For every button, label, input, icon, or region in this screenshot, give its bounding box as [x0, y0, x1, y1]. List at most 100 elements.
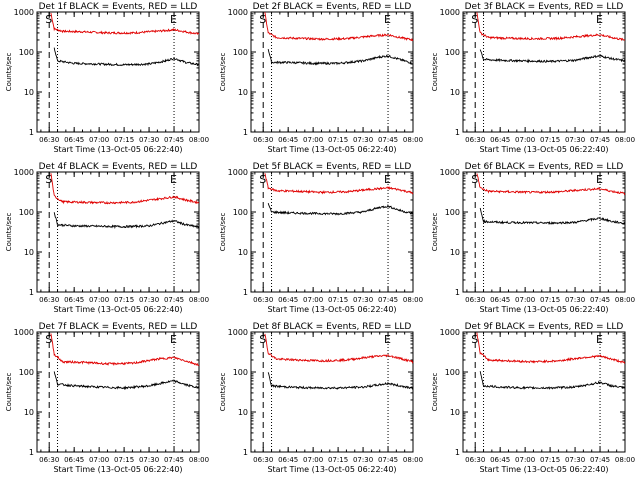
- y-tick-label: 1: [243, 448, 248, 457]
- x-tick-label: 07:00: [89, 296, 109, 304]
- end-marker-label: E: [170, 173, 177, 186]
- events-series-line: [267, 202, 414, 216]
- end-marker-label: E: [384, 333, 391, 346]
- lld-series-line: [476, 332, 626, 364]
- x-tick-label: 07:45: [378, 136, 398, 144]
- panel-det-6f: Det 6f BLACK = Events, RED = LLD Counts/s…: [431, 162, 635, 314]
- panel-det-4f: Det 4f BLACK = Events, RED = LLD Counts/s…: [5, 162, 209, 314]
- panel-title: Det 2f BLACK = Events, RED = LLD: [253, 2, 412, 12]
- x-tick-label: 06:45: [64, 136, 84, 144]
- x-tick-label: 07:30: [353, 456, 373, 464]
- x-tick-label: 07:45: [590, 296, 610, 304]
- x-tick-label: 06:30: [465, 456, 485, 464]
- y-tick-label: 1000: [228, 168, 248, 177]
- y-tick-label: 10: [24, 248, 34, 257]
- events-series-line: [53, 371, 200, 391]
- x-tick-label: 06:45: [278, 296, 298, 304]
- x-tick-label: 08:00: [189, 136, 209, 144]
- x-tick-label: 08:00: [189, 296, 209, 304]
- end-marker-label: E: [384, 173, 391, 186]
- x-tick-label: 07:00: [303, 136, 323, 144]
- x-tick-label: 07:15: [540, 296, 560, 304]
- x-tick-label: 07:15: [328, 456, 348, 464]
- y-tick-label: 10: [238, 88, 248, 97]
- x-tick-label: 06:45: [490, 456, 510, 464]
- x-tick-label: 07:30: [565, 296, 585, 304]
- panel-title: Det 4f BLACK = Events, RED = LLD: [39, 162, 198, 172]
- y-tick-label: 1: [455, 448, 460, 457]
- plot-frame: [36, 11, 200, 133]
- y-tick-label: 1: [243, 288, 248, 297]
- x-tick-label: 06:30: [253, 456, 273, 464]
- x-tick-label: 07:30: [139, 456, 159, 464]
- y-tick-label: 100: [445, 48, 460, 57]
- lld-series-line: [476, 12, 626, 42]
- y-tick-label: 1000: [14, 328, 34, 337]
- end-marker-label: E: [596, 333, 603, 346]
- x-tick-label: 07:15: [540, 456, 560, 464]
- x-tick-label: 08:00: [403, 296, 423, 304]
- events-series-line: [53, 212, 200, 229]
- x-tick-label: 06:30: [465, 296, 485, 304]
- y-tick-label: 10: [238, 248, 248, 257]
- y-tick-label: 1000: [228, 8, 248, 17]
- start-marker-label: S: [45, 13, 52, 26]
- x-tick-label: 07:15: [540, 136, 560, 144]
- events-series-line: [479, 207, 626, 226]
- y-tick-label: 100: [19, 48, 34, 57]
- y-tick-label: 100: [233, 48, 248, 57]
- panel-det-7f: Det 7f BLACK = Events, RED = LLD Counts/s…: [5, 322, 209, 474]
- events-series-line: [53, 47, 200, 67]
- plot-frame: [462, 11, 626, 133]
- end-marker-label: E: [170, 333, 177, 346]
- x-tick-label: 08:00: [615, 296, 635, 304]
- x-tick-label: 07:00: [89, 456, 109, 464]
- y-tick-label: 10: [24, 88, 34, 97]
- x-tick-label: 06:30: [253, 296, 273, 304]
- x-tick-label: 07:30: [565, 456, 585, 464]
- y-tick-label: 1: [29, 128, 34, 137]
- panel-title: Det 5f BLACK = Events, RED = LLD: [253, 162, 412, 172]
- panel-det-3f: Det 3f BLACK = Events, RED = LLD Counts/s…: [431, 2, 635, 154]
- events-series-line: [267, 372, 414, 390]
- x-tick-label: 07:15: [114, 456, 134, 464]
- panel-title: Det 7f BLACK = Events, RED = LLD: [39, 322, 198, 332]
- end-marker-label: E: [384, 13, 391, 26]
- x-tick-label: 07:00: [515, 296, 535, 304]
- x-tick-label: 07:00: [89, 136, 109, 144]
- x-tick-label: 07:45: [164, 136, 184, 144]
- start-marker-label: S: [259, 13, 266, 26]
- start-marker-label: S: [471, 173, 478, 186]
- y-axis-label: Counts/sec: [5, 53, 13, 92]
- x-axis-label: Start Time (13-Oct-05 06:22:40): [53, 305, 182, 314]
- y-tick-label: 1000: [14, 8, 34, 17]
- x-axis-label: Start Time (13-Oct-05 06:22:40): [479, 145, 608, 154]
- lld-series-line: [264, 333, 414, 364]
- x-tick-label: 08:00: [615, 456, 635, 464]
- y-tick-label: 1000: [228, 328, 248, 337]
- x-tick-label: 06:45: [64, 456, 84, 464]
- x-axis-label: Start Time (13-Oct-05 06:22:40): [267, 145, 396, 154]
- start-marker-label: S: [471, 13, 478, 26]
- y-tick-label: 10: [238, 408, 248, 417]
- y-tick-label: 100: [233, 208, 248, 217]
- lld-series-line: [50, 12, 200, 36]
- panel-det-2f: Det 2f BLACK = Events, RED = LLD Counts/s…: [219, 2, 423, 154]
- lld-series-line: [264, 12, 414, 42]
- y-tick-label: 10: [24, 408, 34, 417]
- plot-frame: [250, 11, 414, 133]
- lld-series-line: [264, 173, 414, 195]
- y-tick-label: 100: [445, 368, 460, 377]
- x-tick-label: 07:30: [139, 296, 159, 304]
- x-tick-label: 08:00: [403, 456, 423, 464]
- events-series-line: [479, 49, 626, 64]
- y-axis-label: Counts/sec: [431, 213, 439, 252]
- y-tick-label: 10: [450, 408, 460, 417]
- end-marker-label: E: [596, 173, 603, 186]
- x-axis-label: Start Time (13-Oct-05 06:22:40): [267, 465, 396, 474]
- y-tick-label: 1: [455, 288, 460, 297]
- x-tick-label: 06:30: [253, 136, 273, 144]
- x-tick-label: 07:00: [303, 456, 323, 464]
- y-axis-label: Counts/sec: [5, 213, 13, 252]
- x-tick-label: 07:30: [353, 136, 373, 144]
